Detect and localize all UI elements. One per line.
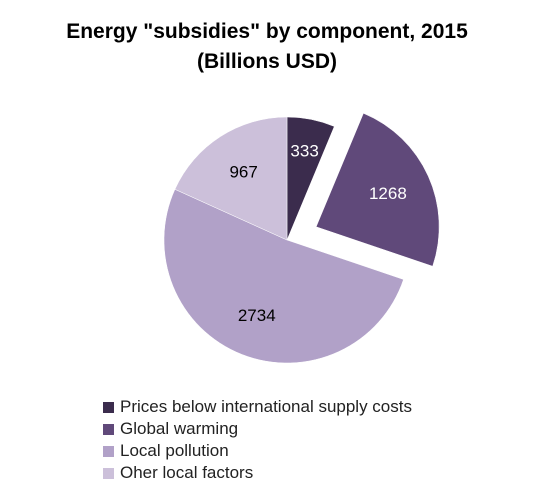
pie-slice-local-pollution bbox=[163, 188, 404, 364]
legend-item-other-local-factors: Oher local factors bbox=[103, 462, 412, 484]
legend: Prices below international supply costs … bbox=[103, 396, 412, 484]
legend-swatch bbox=[103, 423, 114, 435]
legend-swatch bbox=[103, 401, 114, 413]
legend-label: Local pollution bbox=[120, 441, 229, 460]
legend-swatch bbox=[103, 467, 114, 479]
data-label-other-local-factors: 967 bbox=[229, 162, 257, 181]
legend-label: Oher local factors bbox=[120, 463, 254, 482]
legend-item-local-pollution: Local pollution bbox=[103, 440, 412, 462]
data-label-local-pollution: 2734 bbox=[238, 306, 276, 325]
data-label-prices-below-supply-costs: 333 bbox=[290, 141, 318, 160]
data-label-global-warming: 1268 bbox=[369, 184, 407, 203]
legend-item-prices-below-supply-costs: Prices below international supply costs bbox=[103, 396, 412, 418]
legend-label: Global warming bbox=[120, 419, 239, 438]
legend-label: Prices below international supply costs bbox=[120, 397, 412, 416]
pie-slice-global-warming bbox=[315, 112, 440, 267]
chart-title: Energy "subsidies" by component, 2015 bbox=[66, 20, 468, 43]
pie-slice-other-local-factors bbox=[174, 116, 288, 241]
chart-subtitle: (Billions USD) bbox=[197, 50, 337, 73]
legend-swatch bbox=[103, 445, 114, 457]
legend-item-global-warming: Global warming bbox=[103, 418, 412, 440]
